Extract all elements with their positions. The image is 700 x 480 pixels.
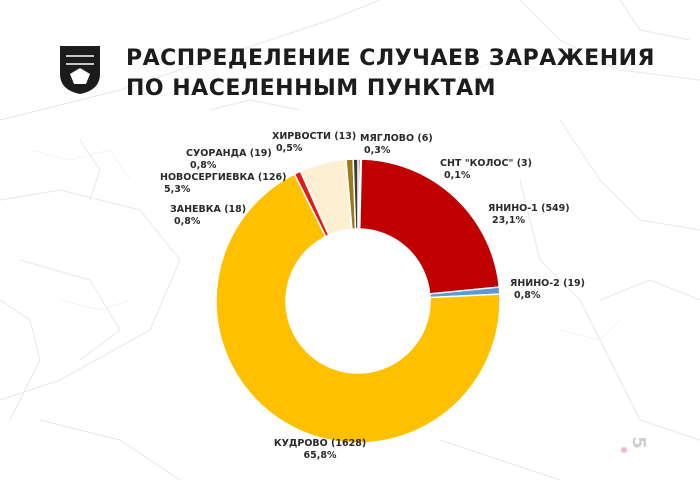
slice-label-name: КУДРОВО (1628) (274, 438, 366, 449)
slice-label-percent: 0,1% (444, 170, 471, 181)
decorative-dot (621, 447, 627, 453)
slice-label-percent: 5,3% (164, 184, 191, 195)
slice-label-percent: 0,8% (514, 290, 541, 301)
slice-label-name: СНТ "КОЛОС" (3) (440, 158, 532, 169)
slice-label-name: МЯГЛОВО (6) (360, 133, 433, 144)
slice-label-name: ЯНИНО-1 (549) (488, 203, 570, 214)
slice-label-percent: 65,8% (304, 450, 337, 461)
pie-slice-хирвости (352, 158, 359, 230)
pie-slice-кудрово (215, 173, 501, 444)
page-number: 5 (627, 436, 649, 449)
slice-label-percent: 0,8% (190, 160, 217, 171)
pie-slice-янино-1 (358, 158, 501, 295)
slice-label-percent: 0,5% (276, 143, 303, 154)
slice-label-name: ЗАНЕВКА (18) (170, 204, 246, 215)
slice-label-name: СУОРАНДА (19) (186, 148, 272, 159)
donut-hole (286, 229, 430, 373)
slice-label-name: НОВОСЕРГИЕВКА (126) (160, 172, 286, 183)
slice-label-name: ЯНИНО-2 (19) (510, 278, 585, 289)
emblem-logo (60, 46, 100, 94)
slice-label-name: ХИРВОСТИ (13) (272, 131, 356, 142)
slice-label-percent: 0,8% (174, 216, 201, 227)
slice-label-percent: 23,1% (492, 215, 525, 226)
slice-label-percent: 0,3% (364, 145, 391, 156)
page-title: РАСПРЕДЕЛЕНИЕ СЛУЧАЕВ ЗАРАЖЕНИЯ ПО НАСЕЛ… (126, 46, 655, 101)
